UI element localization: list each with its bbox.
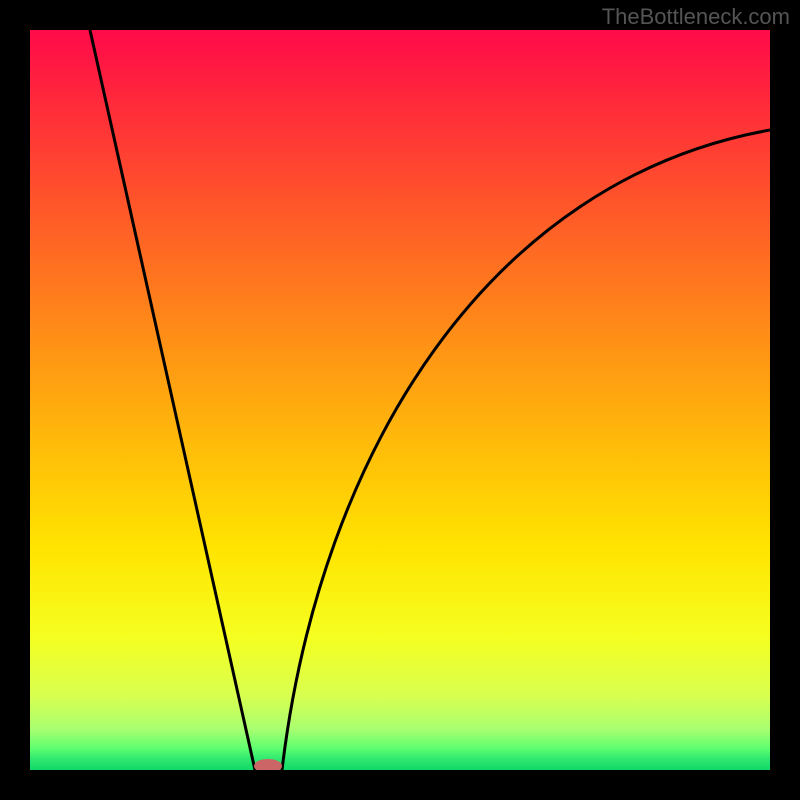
chart-container: TheBottleneck.com — [0, 0, 800, 800]
left-curve — [90, 30, 255, 770]
curve-layer — [30, 30, 770, 770]
watermark-text: TheBottleneck.com — [602, 4, 790, 30]
plot-area — [30, 30, 770, 770]
right-curve — [282, 130, 770, 770]
bottleneck-marker — [254, 759, 282, 770]
